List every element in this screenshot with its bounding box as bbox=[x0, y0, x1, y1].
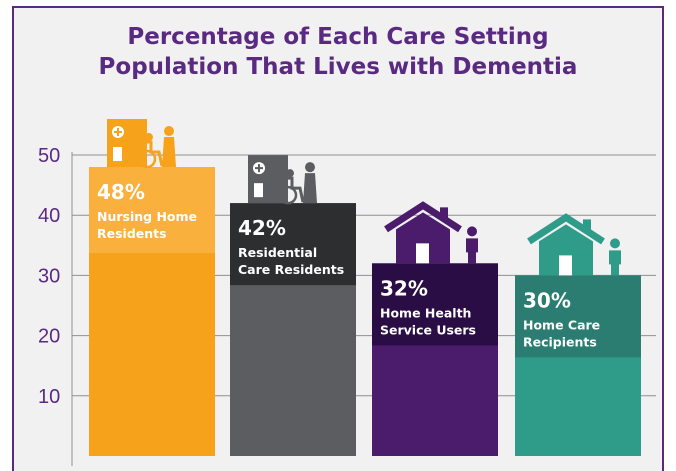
person-body bbox=[466, 238, 478, 264]
wheel-shape bbox=[137, 149, 157, 169]
wheel-shape bbox=[278, 185, 298, 205]
person-head bbox=[286, 169, 294, 178]
roof-shape bbox=[527, 213, 605, 245]
chimney-shape bbox=[440, 207, 448, 220]
y-tick-label: 50 bbox=[38, 145, 60, 167]
bar-category-label: Residents bbox=[97, 226, 167, 241]
roof-shape bbox=[384, 201, 462, 233]
cross-mark bbox=[255, 164, 263, 173]
bar-category-label: Care Residents bbox=[238, 262, 344, 277]
door-shape bbox=[559, 255, 572, 276]
bar-label-block bbox=[89, 167, 215, 254]
y-tick-label: 10 bbox=[38, 386, 60, 408]
bar-category-label: Home Care bbox=[523, 317, 600, 332]
bar-label-block bbox=[372, 263, 498, 346]
bar-label-block bbox=[230, 203, 356, 286]
house-body bbox=[539, 224, 593, 276]
chimney-shape bbox=[583, 219, 591, 232]
bar-category-label: Home Health bbox=[380, 305, 471, 320]
bar-category-label: Recipients bbox=[523, 334, 597, 349]
person-body bbox=[303, 173, 317, 204]
bar-category-label: Service Users bbox=[380, 322, 476, 337]
chart-title: Percentage of Each Care Setting Populati… bbox=[0, 22, 676, 82]
hospital-caregiver-icon bbox=[248, 155, 317, 205]
bar-group-2: 42% Residential Care Residents bbox=[230, 155, 356, 456]
person-head bbox=[467, 226, 477, 237]
house-body bbox=[396, 212, 450, 264]
bar-group-3: 32% Home Health Service Users bbox=[372, 201, 498, 456]
bar-label-block bbox=[515, 275, 641, 358]
y-tick-label: 40 bbox=[38, 205, 60, 227]
wheelchair-frame bbox=[286, 176, 305, 203]
bar-value-label: 42% bbox=[238, 216, 286, 240]
person-head bbox=[164, 126, 174, 137]
bar-group-4: 30% Home Care Recipients bbox=[515, 213, 641, 456]
bar-value-label: 32% bbox=[380, 276, 428, 300]
chart-title-line-1: Percentage of Each Care Setting bbox=[127, 24, 549, 50]
house-person-icon bbox=[527, 213, 621, 276]
person-head bbox=[145, 133, 153, 142]
y-tick-label: 20 bbox=[38, 326, 60, 348]
person-head bbox=[610, 238, 620, 249]
cross-mark bbox=[114, 128, 122, 137]
door-shape bbox=[416, 243, 429, 264]
person-body bbox=[162, 137, 176, 168]
bar-value-label: 48% bbox=[97, 180, 145, 204]
bar-category-label: Residential bbox=[238, 245, 317, 260]
bar-group-1: 48% Nursing Home Residents bbox=[89, 119, 215, 457]
bar-category-label: Nursing Home bbox=[97, 209, 197, 224]
door-shape bbox=[113, 147, 122, 162]
person-head bbox=[305, 162, 315, 173]
wheelchair-frame bbox=[145, 140, 164, 167]
y-tick-label: 30 bbox=[38, 265, 60, 287]
house-person-icon bbox=[384, 201, 478, 264]
chart-title-line-2: Population That Lives with Dementia bbox=[98, 54, 578, 80]
door-shape bbox=[254, 183, 263, 198]
hospital-caregiver-icon bbox=[107, 119, 176, 169]
person-body bbox=[609, 250, 621, 276]
bar-value-label: 30% bbox=[523, 288, 571, 312]
